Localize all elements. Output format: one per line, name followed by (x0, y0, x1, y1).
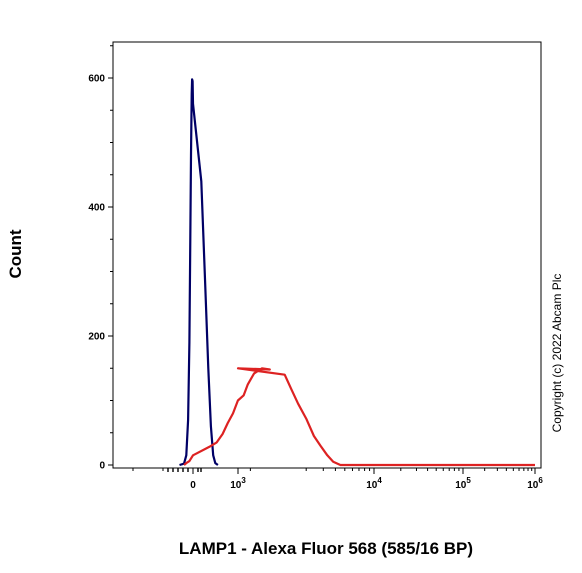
x-tick-label: 103 (230, 476, 246, 491)
x-tick-label: 104 (366, 476, 382, 491)
x-axis: 0 103 104 105 106 (132, 468, 543, 491)
y-tick-label: 0 (99, 461, 105, 472)
y-tick-label: 600 (88, 74, 105, 85)
series-lamp1-line (183, 367, 535, 467)
x-tick-label: 106 (527, 476, 543, 491)
x-tick-label: 0 (190, 480, 196, 491)
plot-frame (112, 41, 542, 469)
y-axis: 0 200 400 600 (88, 45, 113, 472)
x-tick-label: 105 (455, 476, 471, 491)
x-axis-label: LAMP1 - Alexa Fluor 568 (585/16 BP) (179, 539, 473, 558)
y-axis-label: Count (6, 229, 25, 278)
series-layer (179, 78, 535, 467)
y-tick-label: 400 (88, 203, 105, 214)
series-isotype-line (179, 78, 219, 467)
copyright-annotation: Copyright (c) 2022 Abcam Plc (550, 274, 564, 433)
y-tick-label: 200 (88, 332, 105, 343)
